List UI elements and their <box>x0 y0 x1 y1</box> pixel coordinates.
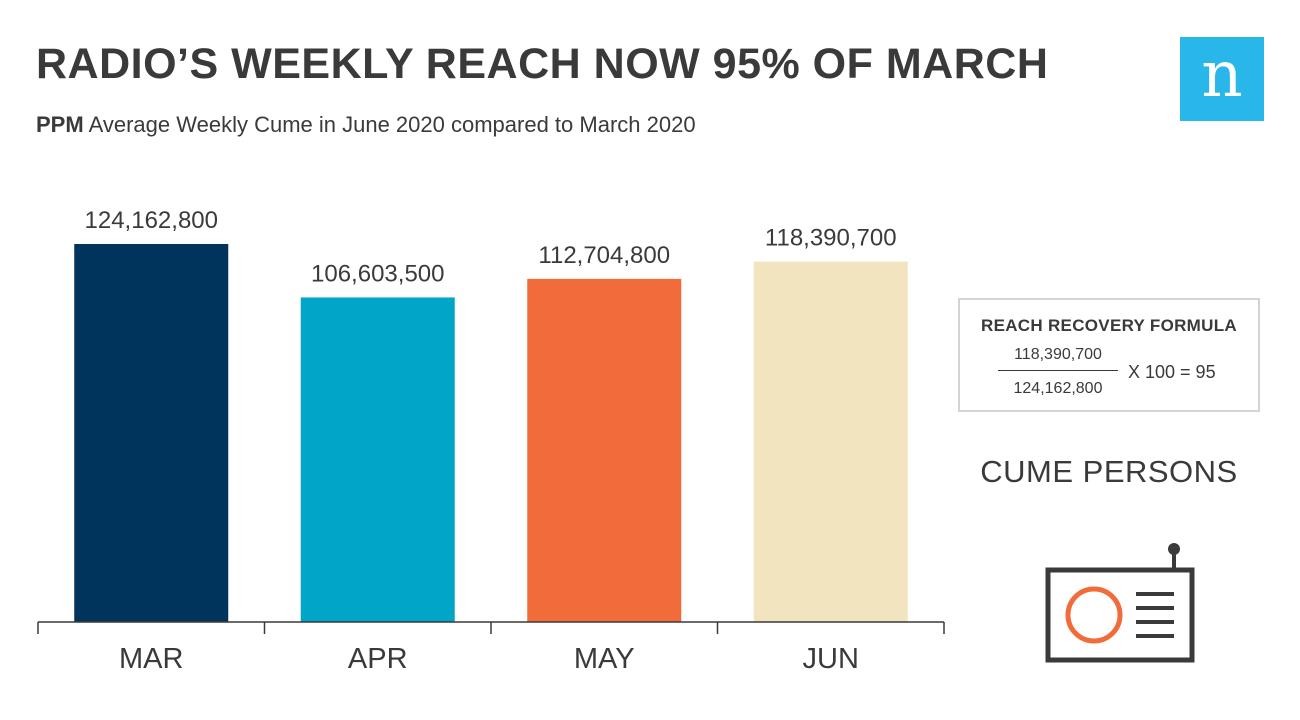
bar-apr <box>300 297 455 622</box>
logo-letter: n <box>1201 38 1243 112</box>
formula-denominator: 124,162,800 <box>1013 380 1103 397</box>
value-label-jun: 118,390,700 <box>765 225 897 252</box>
bar-chart: 124,162,800 MAR 106,603,500 APR 112,704,800 M… <box>37 207 945 675</box>
radio-body <box>1045 567 1195 663</box>
formula-numerator: 118,390,700 <box>1014 346 1102 363</box>
formula-title: REACH RECOVERY FORMULA <box>981 316 1237 335</box>
fraction-line <box>998 370 1118 371</box>
value-label-may: 112,704,800 <box>538 242 670 269</box>
radio-icon <box>1045 543 1195 663</box>
subtitle-strong: PPM <box>36 112 84 137</box>
x-tick-label-may: MAY <box>574 643 635 675</box>
subtitle-text: Average Weekly Cume in June 2020 compare… <box>83 112 696 137</box>
antenna-knob <box>1168 543 1180 555</box>
nielsen-logo: n <box>1180 37 1264 121</box>
chart-title: RADIO’S WEEKLY REACH NOW 95% OF MARCH <box>36 40 1049 88</box>
bar-mar <box>74 244 229 622</box>
chart-subtitle: PPM Average Weekly Cume in June 2020 com… <box>36 112 696 138</box>
x-tick-label-apr: APR <box>348 643 408 675</box>
value-label-mar: 124,162,800 <box>85 207 218 234</box>
radio-speaker <box>1065 586 1123 644</box>
bar-may <box>527 278 682 622</box>
x-tick-label-jun: JUN <box>803 643 859 675</box>
x-tick-label-mar: MAR <box>119 643 183 675</box>
bar-jun <box>753 261 908 622</box>
value-label-apr: 106,603,500 <box>311 260 444 287</box>
reach-recovery-formula: REACH RECOVERY FORMULA 118,390,700 124,1… <box>958 298 1260 412</box>
formula-operation: X 100 = 95 <box>1128 362 1216 382</box>
cume-persons-label: CUME PERSONS <box>980 454 1238 489</box>
